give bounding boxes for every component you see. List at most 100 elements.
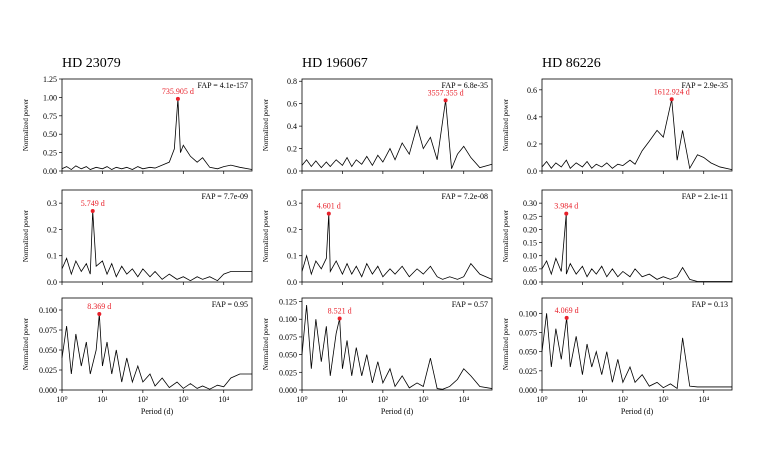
fap-annotation: FAP = 7.2e-08 <box>441 192 488 201</box>
peak-label: 735.905 d <box>162 87 194 96</box>
y-axis-label: Normalized power <box>22 98 30 151</box>
fap-annotation: FAP = 6.8e-35 <box>441 81 488 90</box>
y-tick-label: 0.1 <box>47 252 57 261</box>
y-axis-label: Normalized power <box>262 317 270 370</box>
peak-label: 4.069 d <box>555 306 579 315</box>
y-axis-label: Normalized power <box>502 98 510 151</box>
y-tick-label: 0.0 <box>287 167 297 176</box>
y-tick-label: 0.00 <box>43 167 57 176</box>
y-tick-label: 0.0 <box>527 167 537 176</box>
periodogram-line <box>61 98 253 171</box>
axes-frame <box>301 189 493 283</box>
x-tick-label: 10² <box>378 395 389 404</box>
y-tick-label: 0.50 <box>43 130 57 139</box>
y-axis-label: Normalized power <box>22 209 30 262</box>
fap-annotation: FAP = 0.57 <box>452 300 488 309</box>
y-tick-label: 0.1 <box>287 252 297 261</box>
y-tick-label: 0.00 <box>523 278 537 287</box>
x-tick-label: 10² <box>138 395 149 404</box>
y-tick-label: 0.2 <box>527 140 537 149</box>
axes-frame <box>541 297 733 391</box>
x-axis-label: Period (d) <box>621 407 654 416</box>
y-tick-label: 0.075 <box>519 329 537 338</box>
panel-title: HD 23079 <box>62 56 121 71</box>
periodogram-line <box>61 313 252 390</box>
y-tick-label: 0.6 <box>527 86 537 95</box>
y-tick-label: 0.000 <box>519 386 537 395</box>
peak-marker <box>326 211 331 216</box>
y-tick-label: 0.25 <box>523 212 537 221</box>
y-tick-label: 0.000 <box>39 386 57 395</box>
y-tick-label: 0.125 <box>279 298 297 307</box>
periodogram-line <box>301 100 493 169</box>
y-tick-label: 0.100 <box>39 306 57 315</box>
peak-label: 3557.355 d <box>428 88 464 97</box>
x-tick-label: 10¹ <box>577 395 588 404</box>
periodogram-line <box>61 211 252 282</box>
x-tick-label: 10² <box>618 395 629 404</box>
y-axis-label: Normalized power <box>22 317 30 370</box>
y-tick-label: 0.050 <box>519 348 537 357</box>
y-tick-label: 0.100 <box>279 315 297 324</box>
y-tick-label: 0.4 <box>287 122 297 131</box>
periodogram-line <box>541 99 733 171</box>
peak-marker <box>97 312 102 316</box>
peak-marker <box>337 316 342 321</box>
y-tick-label: 1.00 <box>43 93 57 102</box>
axes-frame <box>61 189 253 283</box>
y-tick-label: 0.100 <box>519 309 537 318</box>
periodogram-line <box>301 213 493 280</box>
x-tick-label: 10⁰ <box>296 395 307 404</box>
x-tick-label: 10³ <box>178 395 189 404</box>
y-tick-label: 0.025 <box>39 366 57 375</box>
peak-marker <box>564 315 569 320</box>
peak-label: 8.521 d <box>328 307 352 316</box>
y-axis-label: Normalized power <box>502 317 510 370</box>
panel-title: HD 86226 <box>542 56 601 71</box>
y-axis-label: Normalized power <box>262 209 270 262</box>
y-tick-label: 0.30 <box>523 199 537 208</box>
y-tick-label: 0.6 <box>287 100 297 109</box>
peak-marker <box>443 98 448 103</box>
peak-marker <box>564 211 569 216</box>
y-tick-label: 0.8 <box>287 77 297 86</box>
y-axis-label: Normalized power <box>262 98 270 151</box>
y-tick-label: 0.050 <box>39 346 57 355</box>
axes-frame <box>301 297 493 391</box>
peak-label: 3.984 d <box>554 202 578 211</box>
y-tick-label: 0.0 <box>287 278 297 287</box>
peak-label: 8.369 d <box>87 302 111 311</box>
y-tick-label: 0.05 <box>523 265 537 274</box>
x-axis-label: Period (d) <box>141 407 174 416</box>
y-tick-label: 0.20 <box>523 225 537 234</box>
axes-frame <box>541 78 733 172</box>
x-tick-label: 10⁴ <box>458 395 469 404</box>
y-tick-label: 0.25 <box>43 149 57 158</box>
y-axis-label: Normalized power <box>502 209 510 262</box>
fap-annotation: FAP = 0.95 <box>212 300 248 309</box>
fap-annotation: FAP = 2.9e-35 <box>681 81 728 90</box>
periodogram-line <box>541 213 732 282</box>
fap-annotation: FAP = 2.1e-11 <box>682 192 728 201</box>
axes-frame <box>541 189 733 283</box>
y-tick-label: 0.2 <box>47 225 57 234</box>
y-tick-label: 0.2 <box>287 145 297 154</box>
y-tick-label: 0.3 <box>287 199 297 208</box>
x-tick-label: 10⁴ <box>698 395 709 404</box>
y-tick-label: 1.25 <box>43 75 57 84</box>
y-tick-label: 0.075 <box>279 333 297 342</box>
y-tick-label: 0.4 <box>527 113 537 122</box>
axes-frame <box>61 297 253 391</box>
fap-annotation: FAP = 0.13 <box>692 300 728 309</box>
periodogram-line <box>541 313 732 390</box>
peak-marker <box>669 97 674 102</box>
x-tick-label: 10⁰ <box>56 395 67 404</box>
y-tick-label: 0.15 <box>523 239 537 248</box>
x-tick-label: 10⁰ <box>536 395 547 404</box>
fap-annotation: FAP = 7.7e-09 <box>201 192 248 201</box>
y-tick-label: 0.3 <box>47 199 57 208</box>
y-tick-label: 0.025 <box>279 368 297 377</box>
y-tick-label: 0.75 <box>43 112 57 121</box>
